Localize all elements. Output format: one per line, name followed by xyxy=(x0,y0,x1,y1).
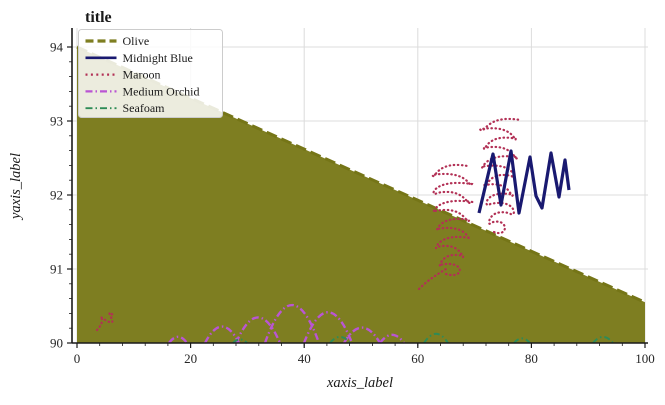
svg-text:40: 40 xyxy=(298,351,311,366)
svg-text:100: 100 xyxy=(635,351,655,366)
svg-text:Maroon: Maroon xyxy=(123,68,161,82)
svg-text:xaxis_label: xaxis_label xyxy=(326,375,393,391)
svg-text:91: 91 xyxy=(50,262,63,277)
svg-text:93: 93 xyxy=(50,114,63,129)
svg-text:80: 80 xyxy=(525,351,538,366)
svg-text:yaxis_label: yaxis_label xyxy=(8,153,24,221)
svg-text:90: 90 xyxy=(50,336,63,351)
svg-text:Medium Orchid: Medium Orchid xyxy=(123,84,200,98)
svg-text:Seafoam: Seafoam xyxy=(123,101,166,115)
svg-text:0: 0 xyxy=(74,351,81,366)
svg-text:Olive: Olive xyxy=(123,34,150,48)
svg-text:92: 92 xyxy=(50,188,63,203)
svg-text:60: 60 xyxy=(411,351,424,366)
svg-text:Midnight Blue: Midnight Blue xyxy=(123,51,193,65)
svg-text:title: title xyxy=(85,9,112,26)
svg-text:94: 94 xyxy=(50,40,64,55)
svg-text:20: 20 xyxy=(184,351,197,366)
